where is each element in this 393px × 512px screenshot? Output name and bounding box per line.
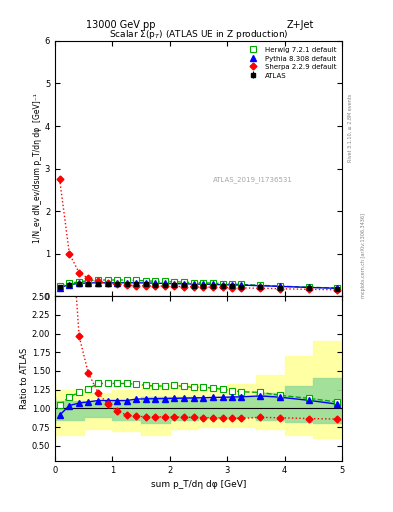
Herwig 7.2.1 default [125,277,129,283]
Pythia 8.308 default [96,280,101,286]
Herwig 7.2.1 default [67,281,72,287]
Pythia 8.308 default [182,281,187,287]
Herwig 7.2.1 default [163,279,167,285]
Herwig 7.2.1 default [191,280,196,286]
Legend: Herwig 7.2.1 default, Pythia 8.308 default, Sherpa 2.2.9 default, ATLAS: Herwig 7.2.1 default, Pythia 8.308 defau… [242,45,338,81]
Pythia 8.308 default [67,282,72,288]
Sherpa 2.2.9 default [96,279,101,285]
Y-axis label: Ratio to ATLAS: Ratio to ATLAS [20,348,29,409]
Pythia 8.308 default [163,281,167,287]
Line: Pythia 8.308 default: Pythia 8.308 default [57,280,340,291]
Sherpa 2.2.9 default [230,285,234,291]
Title: Scalar $\Sigma$(p$_T$) (ATLAS UE in Z production): Scalar $\Sigma$(p$_T$) (ATLAS UE in Z pr… [108,28,288,41]
Pythia 8.308 default [172,281,177,287]
Herwig 7.2.1 default [143,278,148,284]
Sherpa 2.2.9 default [220,284,225,290]
Text: 13000 GeV pp: 13000 GeV pp [86,20,156,30]
Sherpa 2.2.9 default [153,283,158,289]
X-axis label: sum p_T/dη dφ [GeV]: sum p_T/dη dφ [GeV] [151,480,246,489]
Sherpa 2.2.9 default [86,275,91,282]
Text: mcplots.cern.ch [arXiv:1306.3436]: mcplots.cern.ch [arXiv:1306.3436] [361,214,366,298]
Pythia 8.308 default [191,281,196,287]
Line: Herwig 7.2.1 default: Herwig 7.2.1 default [57,277,340,291]
Pythia 8.308 default [134,280,139,286]
Pythia 8.308 default [105,280,110,286]
Sherpa 2.2.9 default [163,283,167,289]
Pythia 8.308 default [201,281,206,287]
Pythia 8.308 default [211,282,215,288]
Herwig 7.2.1 default [201,280,206,286]
Pythia 8.308 default [239,282,244,288]
Herwig 7.2.1 default [211,280,215,286]
Pythia 8.308 default [86,280,91,286]
Sherpa 2.2.9 default [201,284,206,290]
Pythia 8.308 default [230,282,234,288]
Herwig 7.2.1 default [134,278,139,284]
Pythia 8.308 default [115,280,119,286]
Herwig 7.2.1 default [277,283,282,289]
Herwig 7.2.1 default [239,282,244,288]
Herwig 7.2.1 default [335,285,340,291]
Pythia 8.308 default [258,283,263,289]
Sherpa 2.2.9 default [211,284,215,290]
Pythia 8.308 default [143,280,148,286]
Text: Rivet 3.1.10, ≥ 2.8M events: Rivet 3.1.10, ≥ 2.8M events [347,94,352,162]
Herwig 7.2.1 default [57,283,62,289]
Pythia 8.308 default [277,283,282,289]
Pythia 8.308 default [220,282,225,288]
Y-axis label: 1/N_ev dN_ev/dsum p_T/dη dφ  [GeV]⁻¹: 1/N_ev dN_ev/dsum p_T/dη dφ [GeV]⁻¹ [33,94,42,243]
Sherpa 2.2.9 default [67,250,72,257]
Sherpa 2.2.9 default [125,282,129,288]
Sherpa 2.2.9 default [335,287,340,293]
Herwig 7.2.1 default [105,277,110,283]
Pythia 8.308 default [77,281,81,287]
Herwig 7.2.1 default [77,279,81,285]
Sherpa 2.2.9 default [143,283,148,289]
Herwig 7.2.1 default [115,277,119,283]
Pythia 8.308 default [57,285,62,291]
Text: Z+Jet: Z+Jet [287,20,314,30]
Herwig 7.2.1 default [220,281,225,287]
Sherpa 2.2.9 default [134,283,139,289]
Sherpa 2.2.9 default [182,284,187,290]
Line: Sherpa 2.2.9 default: Sherpa 2.2.9 default [57,177,340,292]
Pythia 8.308 default [125,280,129,286]
Sherpa 2.2.9 default [77,270,81,276]
Herwig 7.2.1 default [182,279,187,285]
Sherpa 2.2.9 default [105,281,110,287]
Herwig 7.2.1 default [306,284,311,290]
Herwig 7.2.1 default [86,278,91,284]
Sherpa 2.2.9 default [172,283,177,289]
Herwig 7.2.1 default [96,277,101,283]
Sherpa 2.2.9 default [258,285,263,291]
Sherpa 2.2.9 default [57,176,62,182]
Sherpa 2.2.9 default [115,282,119,288]
Herwig 7.2.1 default [172,279,177,285]
Sherpa 2.2.9 default [191,284,196,290]
Sherpa 2.2.9 default [306,286,311,292]
Herwig 7.2.1 default [258,282,263,288]
Pythia 8.308 default [153,280,158,286]
Text: ATLAS_2019_I1736531: ATLAS_2019_I1736531 [213,176,293,183]
Sherpa 2.2.9 default [239,285,244,291]
Pythia 8.308 default [306,284,311,290]
Sherpa 2.2.9 default [277,286,282,292]
Herwig 7.2.1 default [230,281,234,287]
Herwig 7.2.1 default [153,278,158,284]
Pythia 8.308 default [335,285,340,291]
